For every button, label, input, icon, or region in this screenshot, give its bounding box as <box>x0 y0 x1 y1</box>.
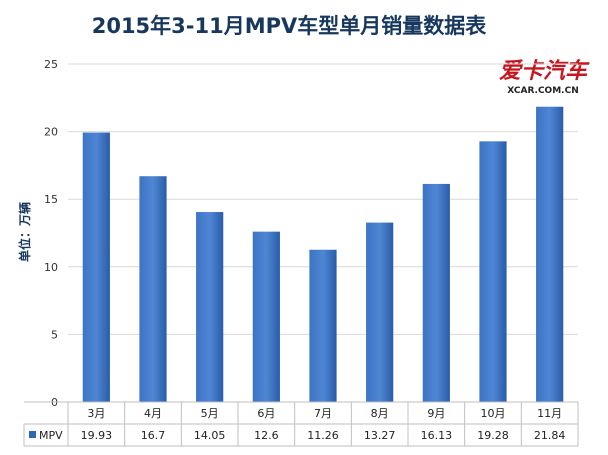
y-tick-label: 20 <box>44 126 58 139</box>
data-table: MPV 3月 19.93 4月 16.7 5月 14.05 6月 12.6 7月 11.26 8月 13… <box>23 401 579 447</box>
data-label: 11.26 <box>307 429 339 442</box>
x-tick-label: 3月 <box>87 407 105 420</box>
data-label: 13.27 <box>364 429 396 442</box>
x-tick-label: 9月 <box>427 407 445 420</box>
y-tick-label: 25 <box>44 58 58 71</box>
data-label: 19.28 <box>477 429 509 442</box>
data-label: 12.6 <box>254 429 279 442</box>
x-tick-label: 11月 <box>537 407 562 420</box>
data-label: 16.7 <box>141 429 166 442</box>
x-tick-label: 10月 <box>481 407 506 420</box>
bar-3月 <box>82 132 110 403</box>
x-tick-label: 8月 <box>371 407 389 420</box>
data-label: 14.05 <box>194 429 226 442</box>
bar-8月 <box>366 222 394 402</box>
legend-key <box>29 431 36 438</box>
chart-title: 2015年3-11月MPV车型单月销量数据表 <box>92 14 488 38</box>
bar-11月 <box>536 106 564 402</box>
bar-5月 <box>196 212 224 402</box>
bar-10月 <box>479 141 507 402</box>
x-tick-label: 6月 <box>257 407 275 420</box>
y-axis-label: 单位：万辆 <box>17 202 32 262</box>
x-tick-label: 5月 <box>201 407 219 420</box>
bar-6月 <box>252 231 280 402</box>
y-tick-label: 10 <box>44 261 58 274</box>
x-tick-label: 7月 <box>314 407 332 420</box>
xcar-logo: 爱卡汽车 XCAR.COM.CN <box>499 58 590 96</box>
y-tick-label: 15 <box>44 193 58 206</box>
y-tick-label: 5 <box>51 328 58 341</box>
bars <box>82 106 564 403</box>
y-axis-ticks: 0510152025 <box>44 58 58 409</box>
bar-9月 <box>422 183 450 402</box>
logo-text: 爱卡汽车 <box>499 58 590 84</box>
bar-7月 <box>309 249 337 402</box>
bar-4月 <box>139 176 167 402</box>
data-label: 21.84 <box>534 429 566 442</box>
x-tick-label: 4月 <box>144 407 162 420</box>
legend-label: MPV <box>39 429 63 442</box>
data-label: 19.93 <box>81 429 113 442</box>
logo-site: XCAR.COM.CN <box>507 86 578 96</box>
data-label: 16.13 <box>421 429 453 442</box>
